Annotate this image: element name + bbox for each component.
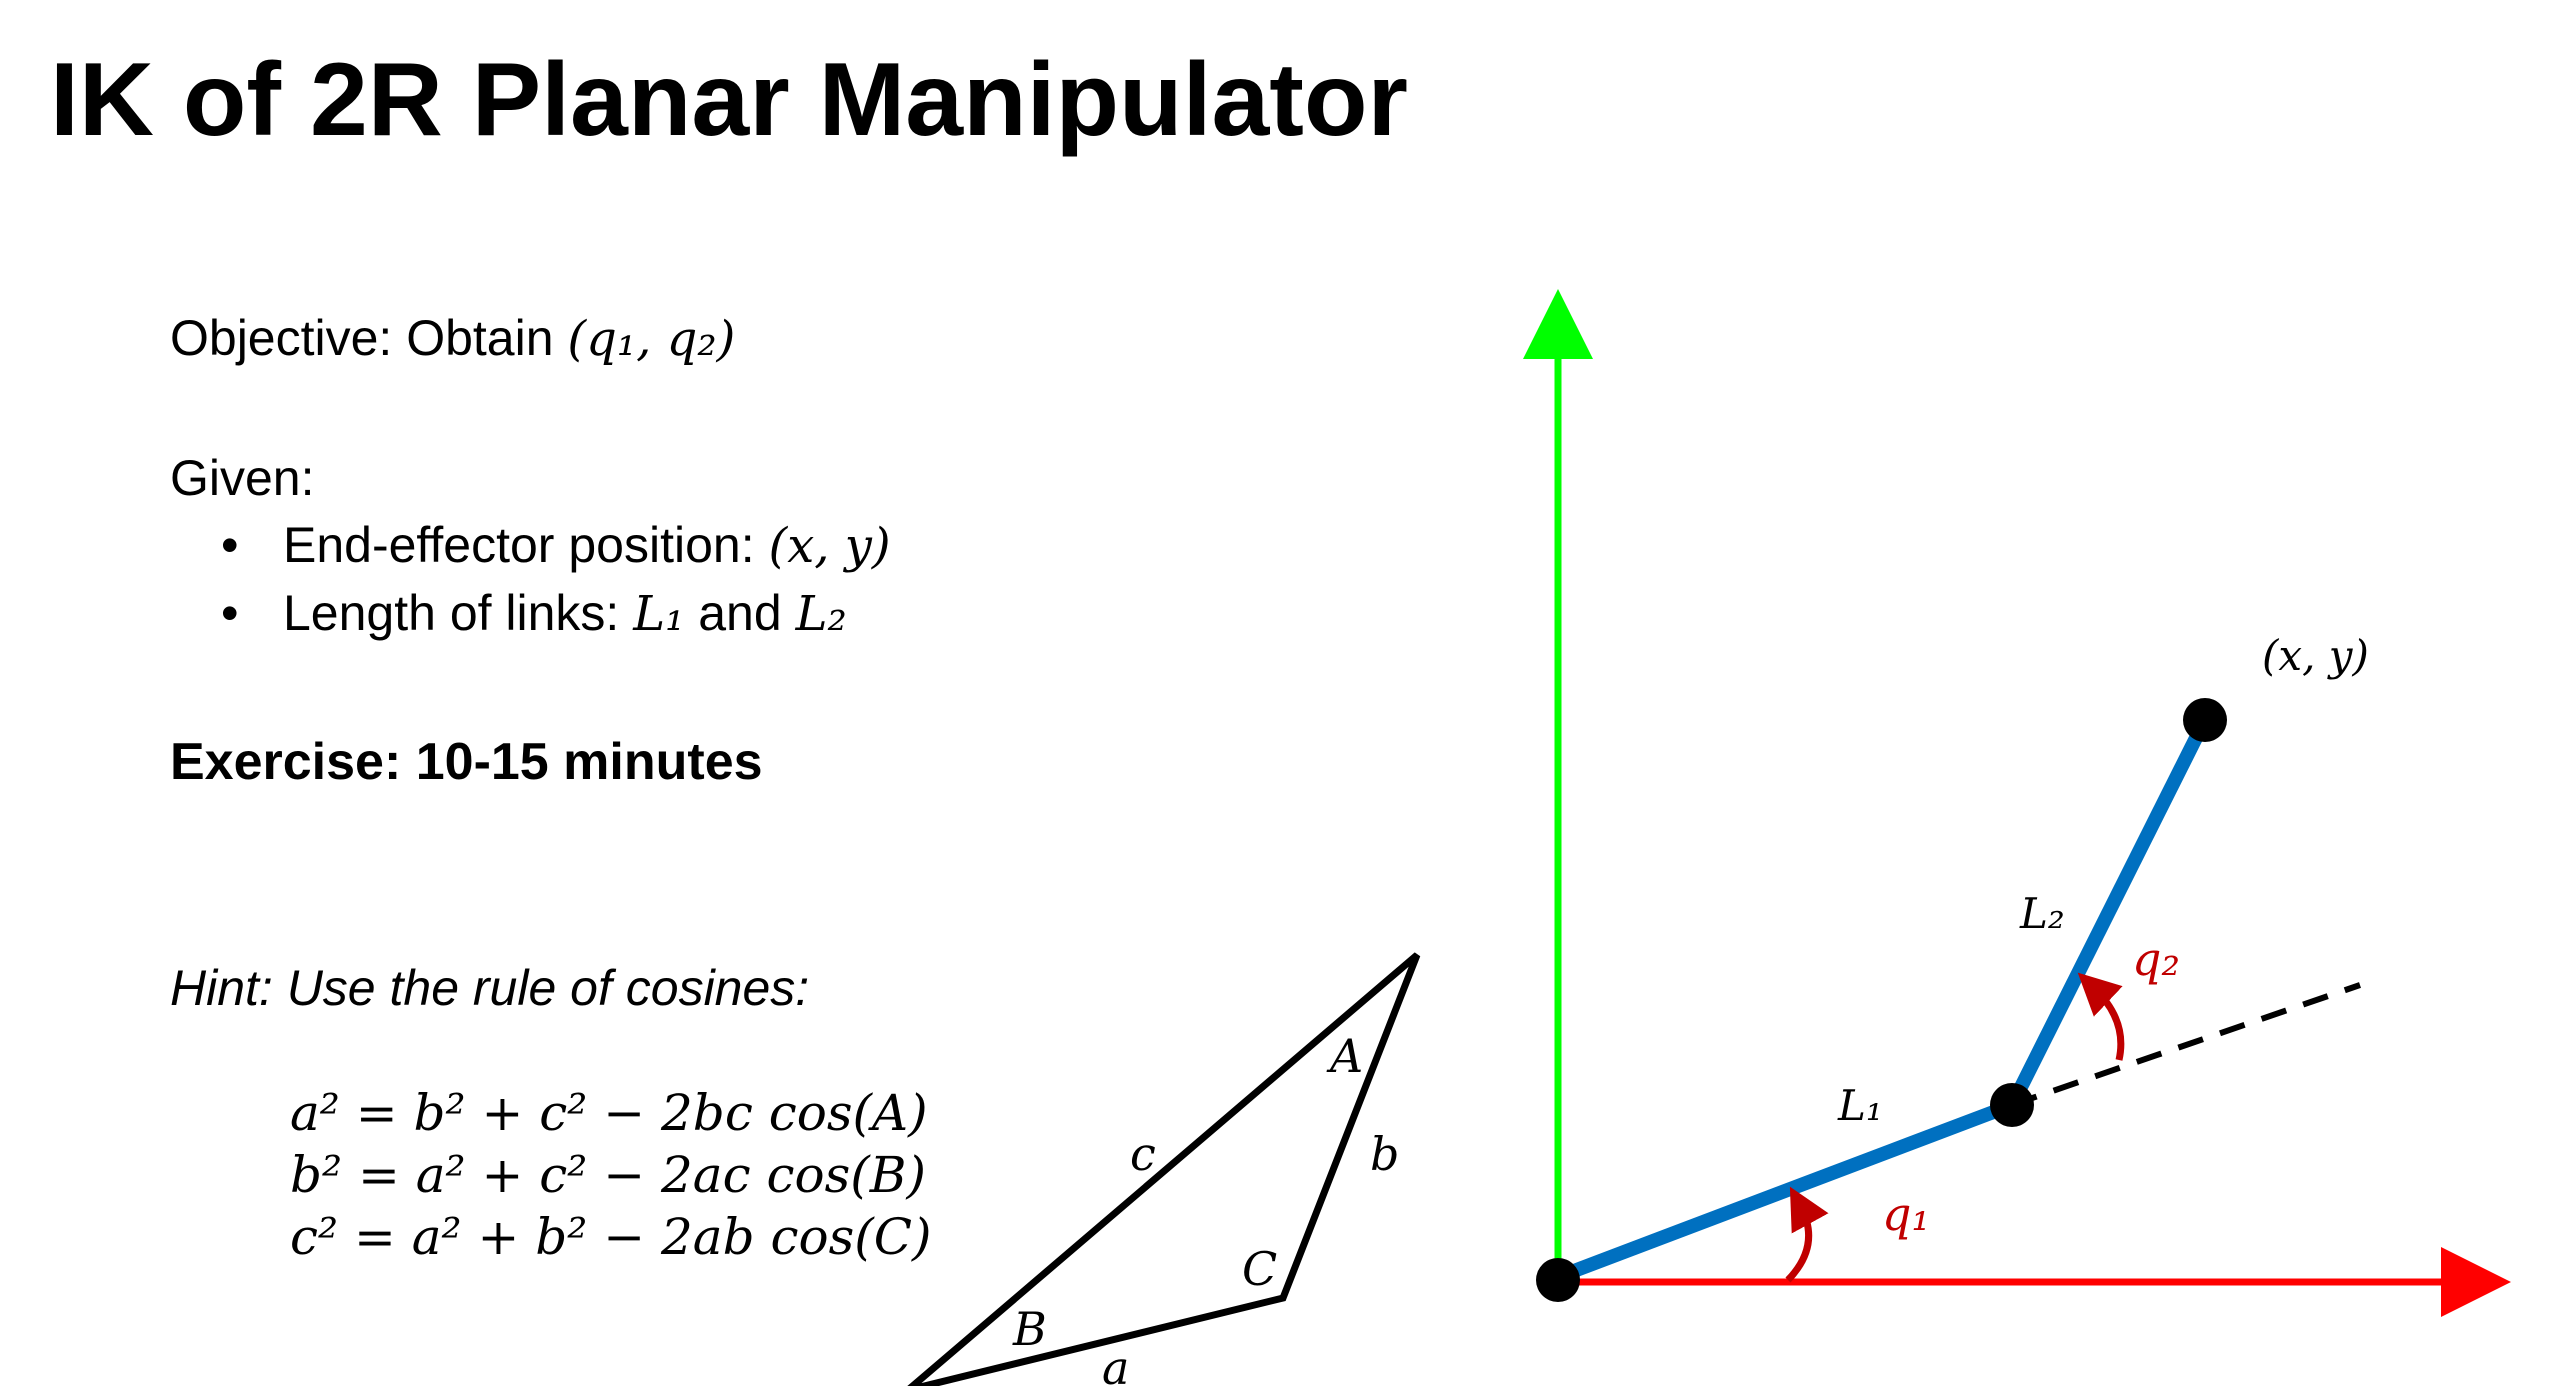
q1-angle-arrow [1785,1186,1829,1283]
cosine-triangle: A b c C B a [907,952,1421,1386]
equation-c: c² = a² + b² − 2ab cos(C) [290,1208,932,1266]
bullet-math-l1: L₁ [633,586,685,642]
link-1 [1555,1098,2015,1284]
elbow-joint [1990,1083,2034,1127]
triangle-side-label-a: a [1102,1341,1129,1386]
end-effector-label: (x, y) [2262,631,2369,680]
link-2 [2005,716,2212,1109]
triangle-side-label-b: b [1370,1127,1399,1181]
link2-label: L₂ [2019,889,2065,938]
bullet-math: (x, y) [768,518,891,574]
bullet-icon: • [221,517,239,573]
link1-label: L₁ [1837,1081,1883,1130]
objective-label: Objective: Obtain [170,310,568,366]
bullet-math-l2: L₂ [795,586,847,642]
slide-title: IK of 2R Planar Manipulator [50,42,1408,158]
triangle-outline [907,952,1421,1386]
bullet-text: Length of links: [283,585,634,641]
hint-text: Hint: Use the rule of cosines: [170,960,810,1016]
given-label: Given: [170,450,315,506]
equation-a: a² = b² + c² − 2bc cos(A) [290,1084,928,1142]
triangle-angle-label-C: C [1242,1242,1277,1296]
triangle-angle-label-A: A [1326,1029,1363,1083]
base-joint [1536,1258,1580,1302]
equation-b: b² = a² + c² − 2ac cos(B) [290,1146,927,1204]
triangle-side-label-c: c [1130,1127,1156,1181]
end-effector [2183,698,2227,742]
objective-line: Objective: Obtain (q₁, q₂) [170,308,735,369]
bullet-text-and: and [684,585,796,641]
objective-math: (q₁, q₂) [567,311,736,367]
q2-angle-arrow [2077,972,2125,1061]
bullet-icon: • [221,585,239,641]
manipulator-diagram: (x, y) L₂ L₁ q₂ q₁ [1523,289,2511,1317]
q2-label: q₂ [2132,932,2180,986]
triangle-angle-label-B: B [1012,1302,1047,1356]
link1-extension-line [2011,982,2361,1108]
exercise-heading: Exercise: 10-15 minutes [170,733,763,791]
q1-label: q₁ [1882,1187,1930,1241]
bullet-text: End-effector position: [283,517,769,573]
